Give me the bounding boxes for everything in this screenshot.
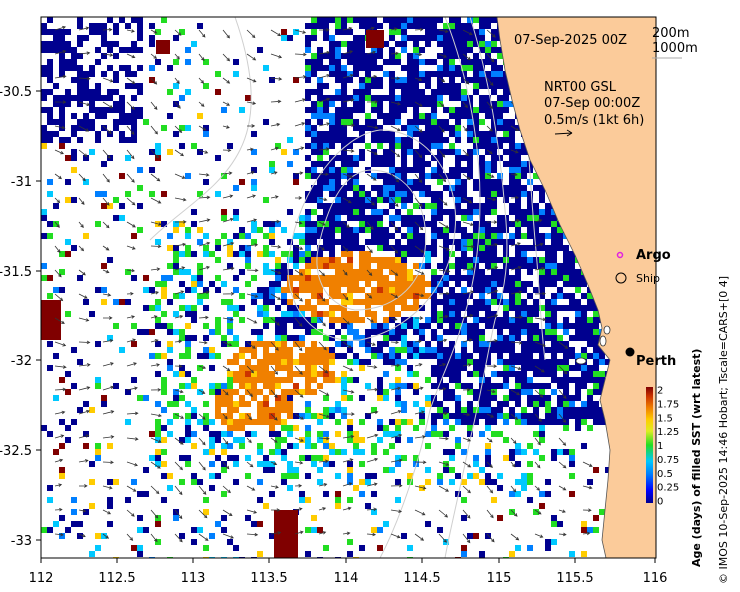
current-vectors (54, 25, 593, 544)
y-tick-label: -32.5 (0, 444, 32, 459)
current-scale-label: 0.5m/s (1kt 6h) (544, 113, 644, 128)
colorbar-tick-label: 1.75 (657, 399, 679, 410)
credit-text: © IMOS 10-Sep-2025 14:46 Hobart; Tscale=… (717, 276, 730, 584)
y-tick-label: -30.5 (0, 85, 32, 100)
colorbar-tick-label: 0.5 (657, 469, 673, 480)
colorbar-tick-label: 1 (657, 441, 663, 452)
x-tick-label: 115 (487, 571, 512, 586)
current-model-label: NRT00 GSL (544, 80, 617, 95)
x-axis: 112 112.5 113 113.5 114 114.5 115 115.5 116 (29, 558, 668, 586)
land-mass (496, 17, 656, 558)
ship-marker-icon (615, 272, 627, 284)
date-label: 07-Sep-2025 00Z (514, 33, 627, 48)
y-tick-label: -31 (11, 175, 32, 190)
colorbar-tick-label: 1.25 (657, 427, 679, 438)
colorbar-title: Age (days) of filled SST (wrt latest) (690, 349, 703, 567)
x-tick-label: 116 (643, 571, 668, 586)
x-tick-label: 114 (334, 571, 359, 586)
y-tick-label: -32 (11, 354, 32, 369)
colorbar-tick-label: 0 (657, 497, 663, 508)
y-axis: -30.5 -31 -31.5 -32 -32.5 -33 (0, 85, 41, 549)
depth-legend-200m: 200m (652, 26, 689, 41)
x-tick-label: 113 (181, 571, 206, 586)
x-tick-label: 115.5 (556, 571, 593, 586)
colorbar-ticks: 2 1.75 1.5 1.25 1 0.75 0.5 0.25 0 (657, 386, 679, 508)
ship-label: Ship (636, 272, 660, 285)
argo-marker-icon (616, 251, 624, 259)
island (575, 357, 587, 365)
colorbar-tick-label: 0.25 (657, 483, 679, 494)
colorbar (646, 387, 653, 503)
island (599, 335, 607, 347)
colorbar-tick-label: 1.5 (657, 413, 673, 424)
x-tick-label: 112.5 (98, 571, 135, 586)
y-tick-label: -31.5 (0, 265, 32, 280)
argo-label: Argo (636, 248, 671, 263)
x-tick-label: 114.5 (403, 571, 440, 586)
city-label-perth: Perth (636, 354, 676, 369)
x-tick-label: 112 (29, 571, 54, 586)
scale-arrow (554, 129, 573, 137)
current-time-label: 07-Sep 00:00Z (544, 96, 640, 111)
colorbar-tick-label: 0.75 (657, 455, 679, 466)
depth-legend-1000m: 1000m (652, 41, 698, 56)
plot-frame (40, 16, 657, 559)
island (603, 325, 611, 335)
y-tick-label: -33 (11, 534, 32, 549)
x-tick-label: 113.5 (250, 571, 287, 586)
perth-marker-icon (625, 347, 635, 357)
colorbar-tick-label: 2 (657, 386, 663, 397)
